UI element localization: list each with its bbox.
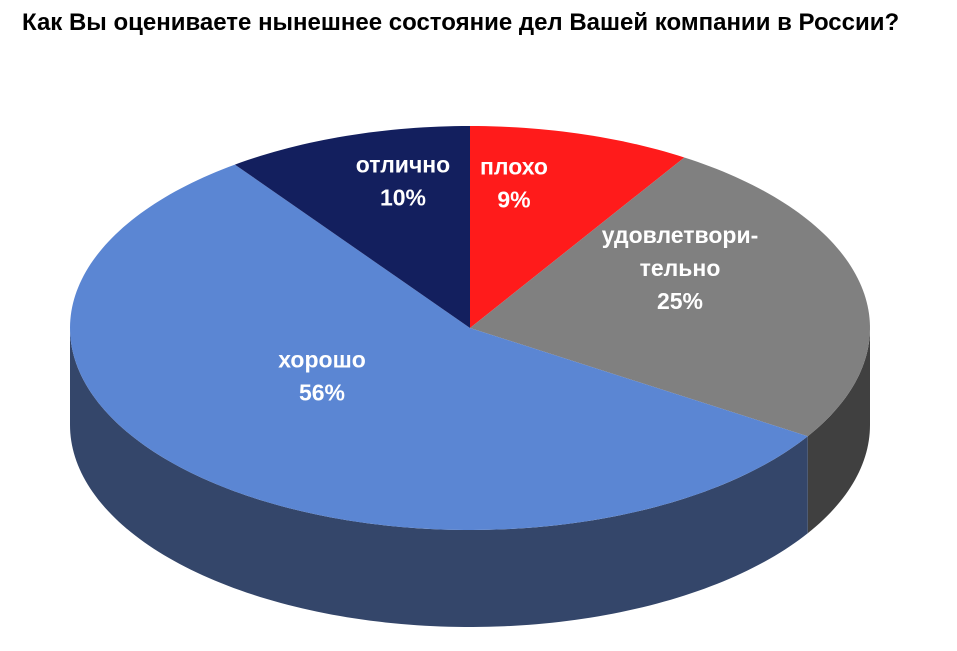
- slice-value-label-1: 9%: [497, 187, 530, 213]
- slice-value-label-4: 10%: [380, 185, 426, 211]
- pie-side-2: [807, 328, 870, 534]
- pie-slice-1: [470, 126, 685, 328]
- pie-slice-2: [470, 157, 870, 437]
- pie-slice-4: [234, 126, 470, 328]
- slice-category-label-3: хорошо: [278, 347, 366, 373]
- slice-category-label-4: отлично: [356, 152, 450, 178]
- pie-slice-3: [70, 164, 808, 530]
- slice-category-label-2: тельно: [640, 255, 721, 281]
- slice-category-label-2: удовлетвори-: [602, 222, 759, 248]
- pie-top-slices: [70, 126, 870, 530]
- pie-slice-labels: плохо 9% удовлетвори-тельно 25% хорошо 56% отл…: [278, 152, 758, 406]
- pie-side-walls: [70, 328, 870, 627]
- slice-value-label-2: 25%: [657, 288, 703, 314]
- pie-side-3: [70, 328, 808, 627]
- chart-title: Как Вы оцениваете нынешнее состояние дел…: [22, 9, 900, 36]
- slice-value-label-3: 56%: [299, 380, 345, 406]
- slice-category-label-1: плохо: [480, 154, 548, 180]
